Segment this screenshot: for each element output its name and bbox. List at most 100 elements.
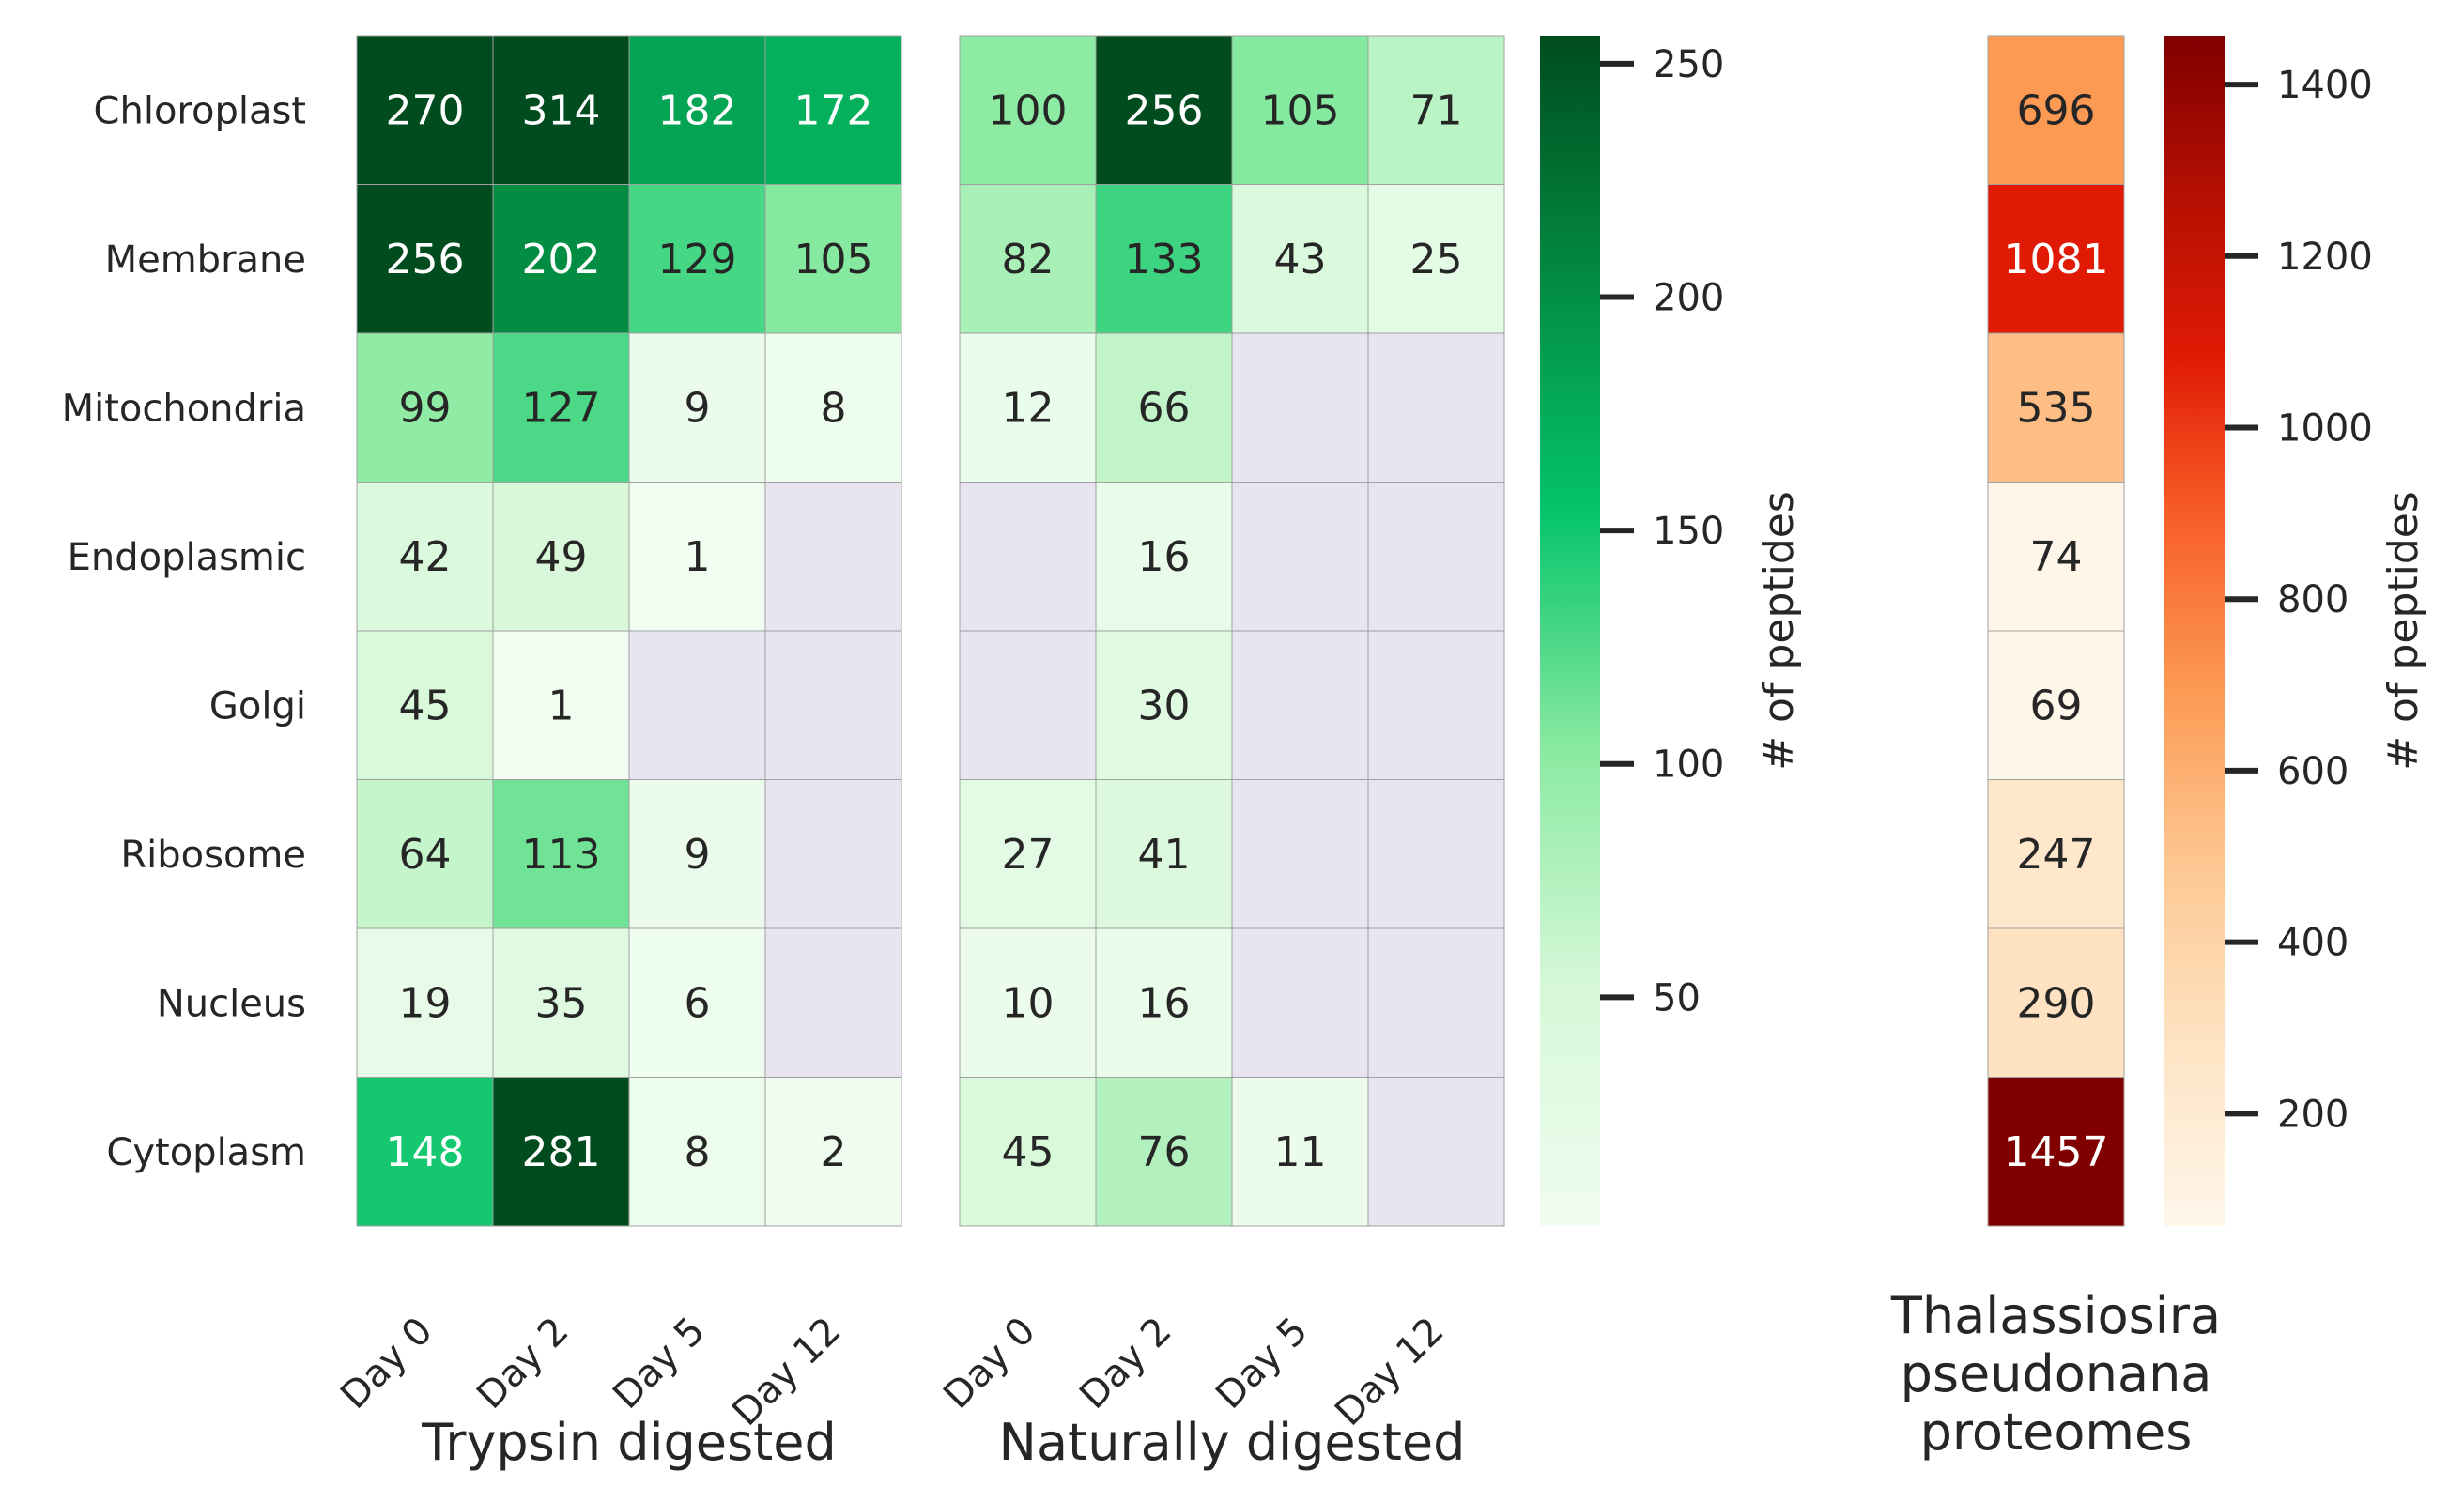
colorbar-gradient (2164, 36, 2225, 1226)
heatmap-cell (1367, 35, 1505, 185)
heatmap-cell (1095, 332, 1233, 483)
trypsin-heatmap: 270 314 182 172 256 202 129 105 99 127 9 8 42 49 1 45 1 6… (332, 35, 902, 1472)
heatmap-cell (1987, 332, 2125, 483)
heatmap-cell (1231, 630, 1369, 780)
heatmap-cell (1231, 35, 1369, 185)
cell-value-label: 76 (1138, 1128, 1191, 1176)
cell-value-label: 202 (522, 236, 601, 284)
colorbar-label: # of peptides (1755, 491, 1803, 771)
column-tick-label: Day 0 (332, 1310, 440, 1418)
cell-value-label: 6 (685, 979, 711, 1027)
heatmap-cell (1231, 1077, 1369, 1227)
cell-value-label: 9 (685, 384, 711, 432)
cell-value-label: 45 (1002, 1128, 1055, 1176)
heatmap-cell (1987, 482, 2125, 632)
heatmap-cell (356, 927, 494, 1078)
heatmap-cell (764, 779, 902, 929)
colorbar-tick-label: 250 (1653, 43, 1724, 86)
cell-value-label: 113 (522, 831, 601, 879)
row-label-cytoplasm: Cytoplasm (106, 1131, 306, 1174)
heatmap-cell (1095, 1077, 1233, 1227)
heatmap-cell (356, 184, 494, 334)
row-label-golgi: Golgi (209, 684, 306, 728)
column-tick-label: Day 2 (1071, 1310, 1179, 1418)
cell-value-label: 2 (821, 1128, 847, 1176)
heatmap-cell (959, 630, 1097, 780)
heatmap-cell (1095, 779, 1233, 929)
cell-value-label: 256 (386, 236, 465, 284)
cell-value-label: 8 (685, 1128, 711, 1176)
cell-value-label: 99 (399, 384, 452, 432)
heatmap-cell (1231, 779, 1369, 929)
cell-value-label: 247 (2017, 831, 2096, 879)
heatmap-cell (1231, 927, 1369, 1078)
red-colorbar: 200 400 600 800 1000 1200 1400 # of peptides (2164, 36, 2427, 1226)
cell-value-label: 133 (1125, 236, 1204, 284)
cell-value-label: 41 (1138, 831, 1191, 879)
heatmap-cell (959, 927, 1097, 1078)
cell-value-label: 314 (522, 86, 601, 134)
heatmap-cell (492, 1077, 630, 1227)
cell-value-label: 19 (399, 979, 452, 1027)
heatmap-cell (628, 779, 766, 929)
colorbar-tick-label: 150 (1653, 510, 1724, 553)
cell-value-label: 69 (2030, 682, 2083, 729)
heatmap-cell (356, 779, 494, 929)
heatmap-cell (1987, 35, 2125, 185)
colorbar-tick-label: 200 (1653, 276, 1724, 319)
heatmap-cell (1367, 184, 1505, 334)
panel-xlabel-line: Thalassiosira (1890, 1286, 2221, 1345)
heatmap-cell (1095, 35, 1233, 185)
cell-value-label: 9 (685, 831, 711, 879)
heatmap-cell (628, 35, 766, 185)
colorbar-tick-label: 1000 (2277, 406, 2373, 450)
green-colorbar: 50 100 150 200 250 # of peptides (1540, 36, 1803, 1226)
cell-value-label: 10 (1002, 979, 1055, 1027)
heatmap-cell (1367, 332, 1505, 483)
heatmap-cell (764, 184, 902, 334)
cell-value-label: 105 (794, 236, 873, 284)
heatmap-cell (1231, 184, 1369, 334)
heatmap-cell (1367, 482, 1505, 632)
heatmap-cell (1231, 482, 1369, 632)
column-tick-label: Day 5 (1208, 1310, 1316, 1418)
heatmap-cell (1987, 779, 2125, 929)
cell-value-label: 290 (2017, 979, 2096, 1027)
heatmap-cell (764, 630, 902, 780)
heatmap-cell (959, 1077, 1097, 1227)
cell-value-label: 1081 (2004, 236, 2109, 284)
colorbar-tick-label: 800 (2277, 578, 2348, 621)
panel-xlabel-line: proteomes (1920, 1402, 2193, 1462)
cell-value-label: 11 (1274, 1128, 1327, 1176)
row-label-chloroplast: Chloroplast (94, 89, 306, 132)
cell-value-label: 535 (2017, 384, 2096, 432)
heatmap-cell (1987, 630, 2125, 780)
heatmap-cell (1367, 927, 1505, 1078)
cell-value-label: 182 (658, 86, 737, 134)
heatmap-cell (1095, 927, 1233, 1078)
heatmap-cell (492, 184, 630, 334)
heatmap-cell (1095, 482, 1233, 632)
heatmap-cell (628, 184, 766, 334)
cell-value-label: 27 (1002, 831, 1055, 879)
heatmap-cell (628, 482, 766, 632)
cell-value-label: 12 (1002, 384, 1055, 432)
row-label-ribosome: Ribosome (120, 834, 306, 877)
cell-value-label: 281 (522, 1128, 601, 1176)
colorbar-tick-label: 400 (2277, 922, 2348, 965)
heatmap-cell (1987, 1077, 2125, 1227)
cell-value-label: 45 (399, 682, 452, 729)
cell-value-label: 16 (1138, 533, 1191, 581)
cell-value-label: 16 (1138, 979, 1191, 1027)
heatmap-cell (492, 482, 630, 632)
cell-value-label: 172 (794, 86, 873, 134)
natural-heatmap: 100 256 105 71 82 133 43 25 12 66 16 30 27 41 10 16 45 76… (935, 35, 1505, 1472)
cell-value-label: 43 (1274, 236, 1327, 284)
column-tick-label: Day 5 (605, 1310, 713, 1418)
heatmap-cell (628, 630, 766, 780)
cell-value-label: 42 (399, 533, 452, 581)
cell-value-label: 105 (1261, 86, 1340, 134)
row-label-membrane: Membrane (105, 238, 306, 282)
heatmap-cell (1095, 184, 1233, 334)
panel-xlabel: Naturally digested (999, 1413, 1466, 1472)
